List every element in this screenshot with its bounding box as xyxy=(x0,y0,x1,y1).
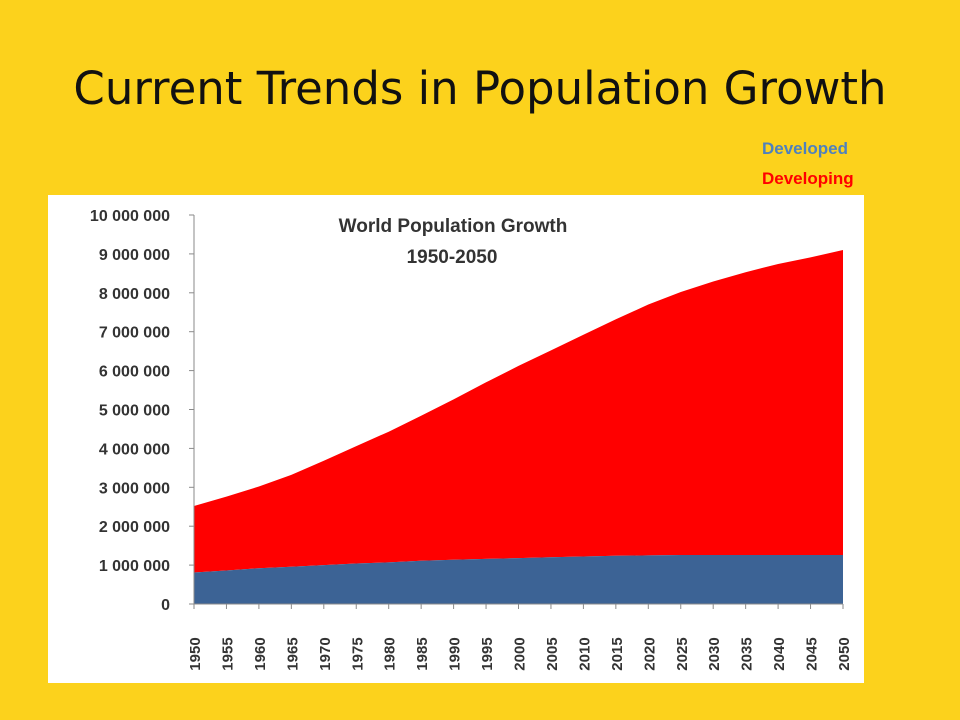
x-tick-label: 1995 xyxy=(479,637,496,670)
x-tick-label: 1980 xyxy=(382,637,399,670)
y-tick-label: 7 000 000 xyxy=(99,325,170,342)
x-tick-label: 1975 xyxy=(349,637,366,670)
slide-title: Current Trends in Population Growth xyxy=(73,62,887,115)
x-tick-label: 2030 xyxy=(706,637,723,670)
x-tick-label: 2000 xyxy=(512,637,529,670)
chart-panel: World Population Growth 1950-2050 0 1 000… xyxy=(48,195,864,683)
legend-developing: Developing xyxy=(762,169,854,188)
area-developing xyxy=(194,250,843,573)
x-tick-label: 1970 xyxy=(317,637,334,670)
chart-title: World Population Growth xyxy=(339,216,568,237)
x-tick-label: 2010 xyxy=(576,637,593,670)
legend-developed: Developed xyxy=(762,139,848,158)
y-tick-label: 6 000 000 xyxy=(99,364,170,381)
y-tick-label: 8 000 000 xyxy=(99,286,170,303)
x-tick-label: 2015 xyxy=(609,637,626,670)
chart-subtitle: 1950-2050 xyxy=(407,247,498,268)
legend: Developed Developing xyxy=(762,134,854,194)
y-tick-label: 0 xyxy=(161,597,170,614)
x-tick-label: 2050 xyxy=(836,637,853,670)
area-developed xyxy=(194,555,843,604)
x-tick-label: 2025 xyxy=(674,637,691,670)
x-tick-label: 2020 xyxy=(641,637,658,670)
y-tick-label: 2 000 000 xyxy=(99,519,170,536)
y-tick-label: 4 000 000 xyxy=(99,441,170,458)
x-tick-label: 2005 xyxy=(544,637,561,670)
x-tick-label: 2035 xyxy=(739,637,756,670)
x-tick-label: 1985 xyxy=(414,637,431,670)
population-area-chart: World Population Growth 1950-2050 0 1 000… xyxy=(90,208,853,671)
y-tick-label: 3 000 000 xyxy=(99,480,170,497)
y-tick-label: 1 000 000 xyxy=(99,558,170,575)
y-tick-label: 5 000 000 xyxy=(99,403,170,420)
y-tick-label: 9 000 000 xyxy=(99,247,170,264)
x-tick-label: 1960 xyxy=(252,637,269,670)
x-tick-label: 2040 xyxy=(771,637,788,670)
y-tick-label: 10 000 000 xyxy=(90,208,170,225)
x-tick-label: 1955 xyxy=(219,637,236,670)
x-tick-label: 1965 xyxy=(284,637,301,670)
x-tick-label: 1990 xyxy=(447,637,464,670)
x-tick-label: 1950 xyxy=(187,637,204,670)
x-tick-label: 2045 xyxy=(804,637,821,670)
